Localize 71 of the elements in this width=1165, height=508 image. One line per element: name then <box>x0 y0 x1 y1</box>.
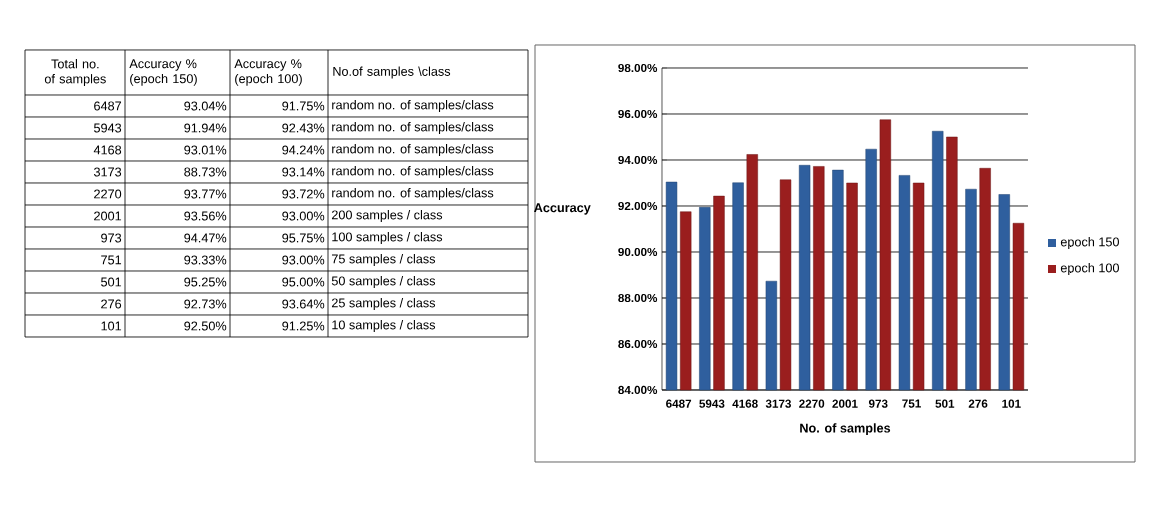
x-tick-label: 4168 <box>732 399 758 408</box>
text: 94.47% <box>184 233 227 243</box>
text: 95.25% <box>184 277 227 287</box>
text: 92.73% <box>184 299 227 309</box>
text: Accuracy % (epoch 150) <box>129 59 197 86</box>
text: 93.64% <box>282 299 325 309</box>
x-tick-label: 5943 <box>699 399 725 408</box>
category-label: 276 <box>101 299 122 309</box>
text: 93.72% <box>282 189 325 199</box>
x-tick-label: 2270 <box>799 399 825 408</box>
text: 93.01% <box>184 145 227 155</box>
x-axis-title: No. of samples <box>800 423 891 436</box>
legend-label: epoch 100 <box>1060 263 1119 275</box>
category-label: 3173 <box>93 167 122 177</box>
text: 92.43% <box>282 123 325 133</box>
text: 25 samples / class <box>331 298 436 310</box>
category-label: 2270 <box>94 189 122 199</box>
category-label: 501 <box>101 277 122 287</box>
y-tick-label: 96.00% <box>618 109 658 119</box>
text: 93.00% <box>282 255 325 265</box>
x-tick-label: 101 <box>1002 399 1021 408</box>
y-tick-label: 94.00% <box>618 155 658 165</box>
text: 93.04% <box>184 101 227 111</box>
x-tick-label: 6487 <box>666 399 692 408</box>
text: 95.75% <box>282 233 325 243</box>
text: 10 samples / class <box>332 320 436 332</box>
y-tick-label: 92.00% <box>618 201 658 211</box>
text: 94.24% <box>282 145 325 155</box>
category-label: 751 <box>101 255 122 265</box>
text: 93.56% <box>184 211 227 221</box>
text: random no. of samples/class <box>332 100 494 112</box>
text: 95.00% <box>282 277 325 287</box>
text: 91.25% <box>282 321 325 331</box>
x-tick-label: 2001 <box>832 399 858 408</box>
y-tick-label: 88.00% <box>618 293 658 303</box>
y-tick-label: 86.00% <box>618 339 658 349</box>
text: 100 samples / class <box>332 232 443 244</box>
text: No.of samples \class <box>333 66 451 79</box>
text: 93.14% <box>282 167 325 177</box>
x-tick-label: 751 <box>902 399 921 408</box>
category-label: 101 <box>101 321 122 331</box>
text: 93.33% <box>184 255 227 265</box>
text: 91.94% <box>184 123 227 133</box>
category-label: 2001 <box>94 211 122 221</box>
text: 88.73% <box>184 167 227 177</box>
y-tick-label: 84.00% <box>618 385 658 395</box>
text: 92.50% <box>184 321 227 331</box>
text: Accuracy % (epoch 100) <box>234 59 302 86</box>
text: 50 samples / class <box>331 276 436 288</box>
x-tick-label: 3173 <box>765 399 791 408</box>
y-axis-title: Accuracy <box>534 203 591 215</box>
category-label: 6487 <box>94 101 122 111</box>
text: 93.77% <box>184 189 227 199</box>
text: random no. of samples/class <box>332 188 494 200</box>
text: 75 samples / class <box>331 254 436 266</box>
text: 93.00% <box>282 211 325 221</box>
x-tick-label: 973 <box>868 399 888 408</box>
text: 91.75% <box>282 101 325 111</box>
y-tick-label: 98.00% <box>618 63 658 73</box>
text: random no. of samples/class <box>332 144 494 156</box>
x-tick-label: 501 <box>935 399 955 408</box>
text: random no. of samples/class <box>332 166 494 178</box>
text: 200 samples / class <box>331 210 443 222</box>
category-label: 973 <box>101 233 122 243</box>
category-label: 4168 <box>93 145 122 155</box>
text: random no. of samples/class <box>332 122 494 134</box>
x-tick-label: 276 <box>968 399 988 408</box>
legend-label: epoch 150 <box>1060 237 1119 249</box>
category-label: 5943 <box>93 123 122 133</box>
text: Total no. of samples <box>44 59 106 86</box>
y-tick-label: 90.00% <box>618 247 658 257</box>
